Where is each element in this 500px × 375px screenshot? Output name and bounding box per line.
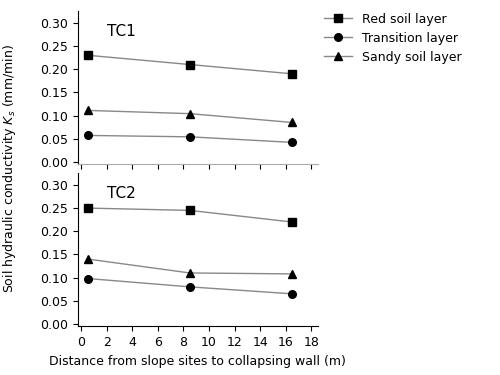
Legend: Red soil layer, Transition layer, Sandy soil layer: Red soil layer, Transition layer, Sandy … <box>319 8 466 69</box>
X-axis label: Distance from slope sites to collapsing wall (m): Distance from slope sites to collapsing … <box>49 354 346 368</box>
Text: Soil hydraulic conductivity $K_s$ (mm/min): Soil hydraulic conductivity $K_s$ (mm/mi… <box>2 44 18 293</box>
Text: TC2: TC2 <box>107 186 136 201</box>
Text: TC1: TC1 <box>107 24 136 39</box>
